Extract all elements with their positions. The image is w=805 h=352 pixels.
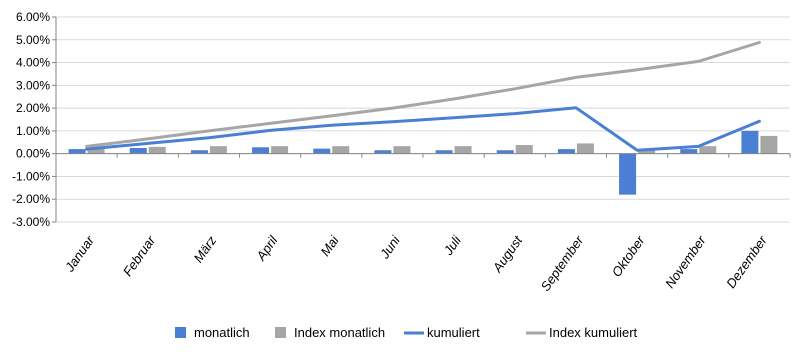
legend-label: Index monatlich <box>294 325 385 340</box>
legend-label: Index kumuliert <box>549 325 638 340</box>
bar-index-monatlich <box>393 146 411 154</box>
y-tick-label: -2.00% <box>12 192 50 206</box>
x-tick-label: Februar <box>120 233 159 279</box>
legend-swatch <box>275 327 286 338</box>
y-tick-label: 2.00% <box>16 101 50 115</box>
y-tick-label: 0.00% <box>16 147 50 161</box>
x-tick-label: Juni <box>376 232 403 262</box>
axes <box>52 16 791 223</box>
x-tick-label: Dezember <box>723 233 770 291</box>
x-tick-label: September <box>538 233 587 294</box>
y-tick-label: 1.00% <box>16 124 50 138</box>
y-tick-label: -3.00% <box>12 215 50 229</box>
bar-index-monatlich <box>148 146 166 154</box>
line-index-kumuliert <box>85 41 761 148</box>
bar-monatlich <box>374 150 392 154</box>
bar-monatlich <box>741 130 759 154</box>
bar-index-monatlich <box>760 135 778 154</box>
legend-label: monatlich <box>194 325 250 340</box>
x-axis-ticks: Januar Februar März April Mai Juni Juli August S… <box>61 232 770 294</box>
y-tick-label: 4.00% <box>16 56 50 70</box>
bar-monatlich <box>619 153 637 195</box>
bar-monatlich <box>68 149 86 154</box>
bar-monatlich <box>557 149 575 154</box>
bar-index-monatlich <box>515 145 533 154</box>
x-tick-label: August <box>489 232 526 276</box>
line-series <box>85 41 761 152</box>
x-tick-label: Juli <box>440 232 465 258</box>
bar-monatlich <box>252 147 270 154</box>
bar-monatlich <box>680 149 698 154</box>
y-tick-label: 3.00% <box>16 78 50 92</box>
bar-index-monatlich <box>209 146 227 154</box>
line-kumuliert <box>85 106 761 152</box>
bar-monatlich <box>190 150 208 154</box>
bar-monatlich <box>435 150 453 154</box>
bar-index-monatlich <box>638 150 656 154</box>
bar-index-monatlich <box>332 146 350 154</box>
y-tick-label: 5.00% <box>16 33 50 47</box>
legend: monatlich Index monatlich kumuliert Index k… <box>175 325 638 340</box>
x-tick-label: Mai <box>317 232 342 259</box>
x-tick-label: Januar <box>61 233 97 276</box>
bar-index-monatlich <box>454 146 472 154</box>
x-tick-label: April <box>253 232 281 264</box>
y-tick-label: 6.00% <box>16 10 50 24</box>
bar-index-monatlich <box>699 146 717 154</box>
x-tick-label: Oktober <box>609 233 648 280</box>
bar-monatlich <box>313 148 331 154</box>
bar-monatlich <box>129 147 147 154</box>
bar-monatlich <box>496 150 514 154</box>
bar-index-monatlich <box>87 146 105 154</box>
bar-index-monatlich <box>271 146 289 154</box>
x-tick-label: November <box>662 233 709 291</box>
bar-index-monatlich <box>576 143 594 154</box>
x-tick-label: März <box>191 233 220 266</box>
y-axis-ticks: 6.00% 5.00% 4.00% 3.00% 2.00% 1.00% 0.00% -1.00… <box>12 10 50 229</box>
legend-swatch <box>175 327 186 338</box>
legend-label: kumuliert <box>427 325 480 340</box>
y-tick-label: -1.00% <box>12 169 50 183</box>
bar-series <box>68 130 778 195</box>
